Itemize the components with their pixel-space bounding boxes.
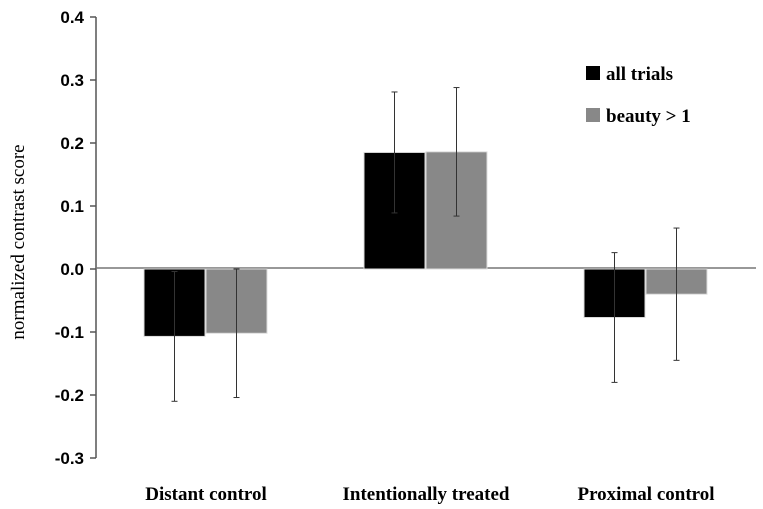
category-label: Proximal control [577, 484, 714, 505]
y-tick-label: -0.3 [55, 449, 84, 468]
y-tick-label: 0.4 [60, 8, 84, 27]
legend-swatch [586, 108, 600, 122]
y-tick-label: 0.2 [60, 134, 84, 153]
legend-swatch [586, 66, 600, 80]
y-tick-label: 0.1 [60, 197, 84, 216]
y-axis-label: normalized contrast score [8, 144, 29, 339]
legend-label: beauty > 1 [606, 106, 691, 127]
y-tick-label: -0.1 [55, 323, 84, 342]
y-tick-label: 0.0 [60, 260, 84, 279]
y-tick-label: -0.2 [55, 386, 84, 405]
y-tick-label: 0.3 [60, 71, 84, 90]
category-label: Intentionally treated [343, 484, 510, 505]
category-label: Distant control [145, 484, 267, 505]
legend-label: all trials [606, 64, 673, 85]
